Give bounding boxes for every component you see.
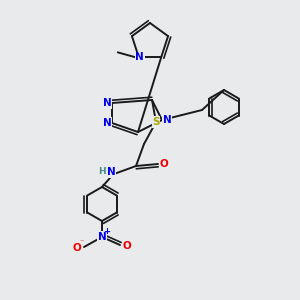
Text: O: O [73,243,81,253]
Text: H: H [98,167,106,176]
Text: O: O [160,159,168,169]
Text: ⁻: ⁻ [80,238,84,247]
Text: +: + [103,227,110,236]
Text: N: N [103,98,111,108]
Text: S: S [152,117,160,127]
Text: N: N [98,232,106,242]
Text: O: O [123,241,131,251]
Text: N: N [103,118,111,128]
Text: N: N [163,115,171,125]
Text: N: N [106,167,116,177]
Text: N: N [136,52,144,62]
